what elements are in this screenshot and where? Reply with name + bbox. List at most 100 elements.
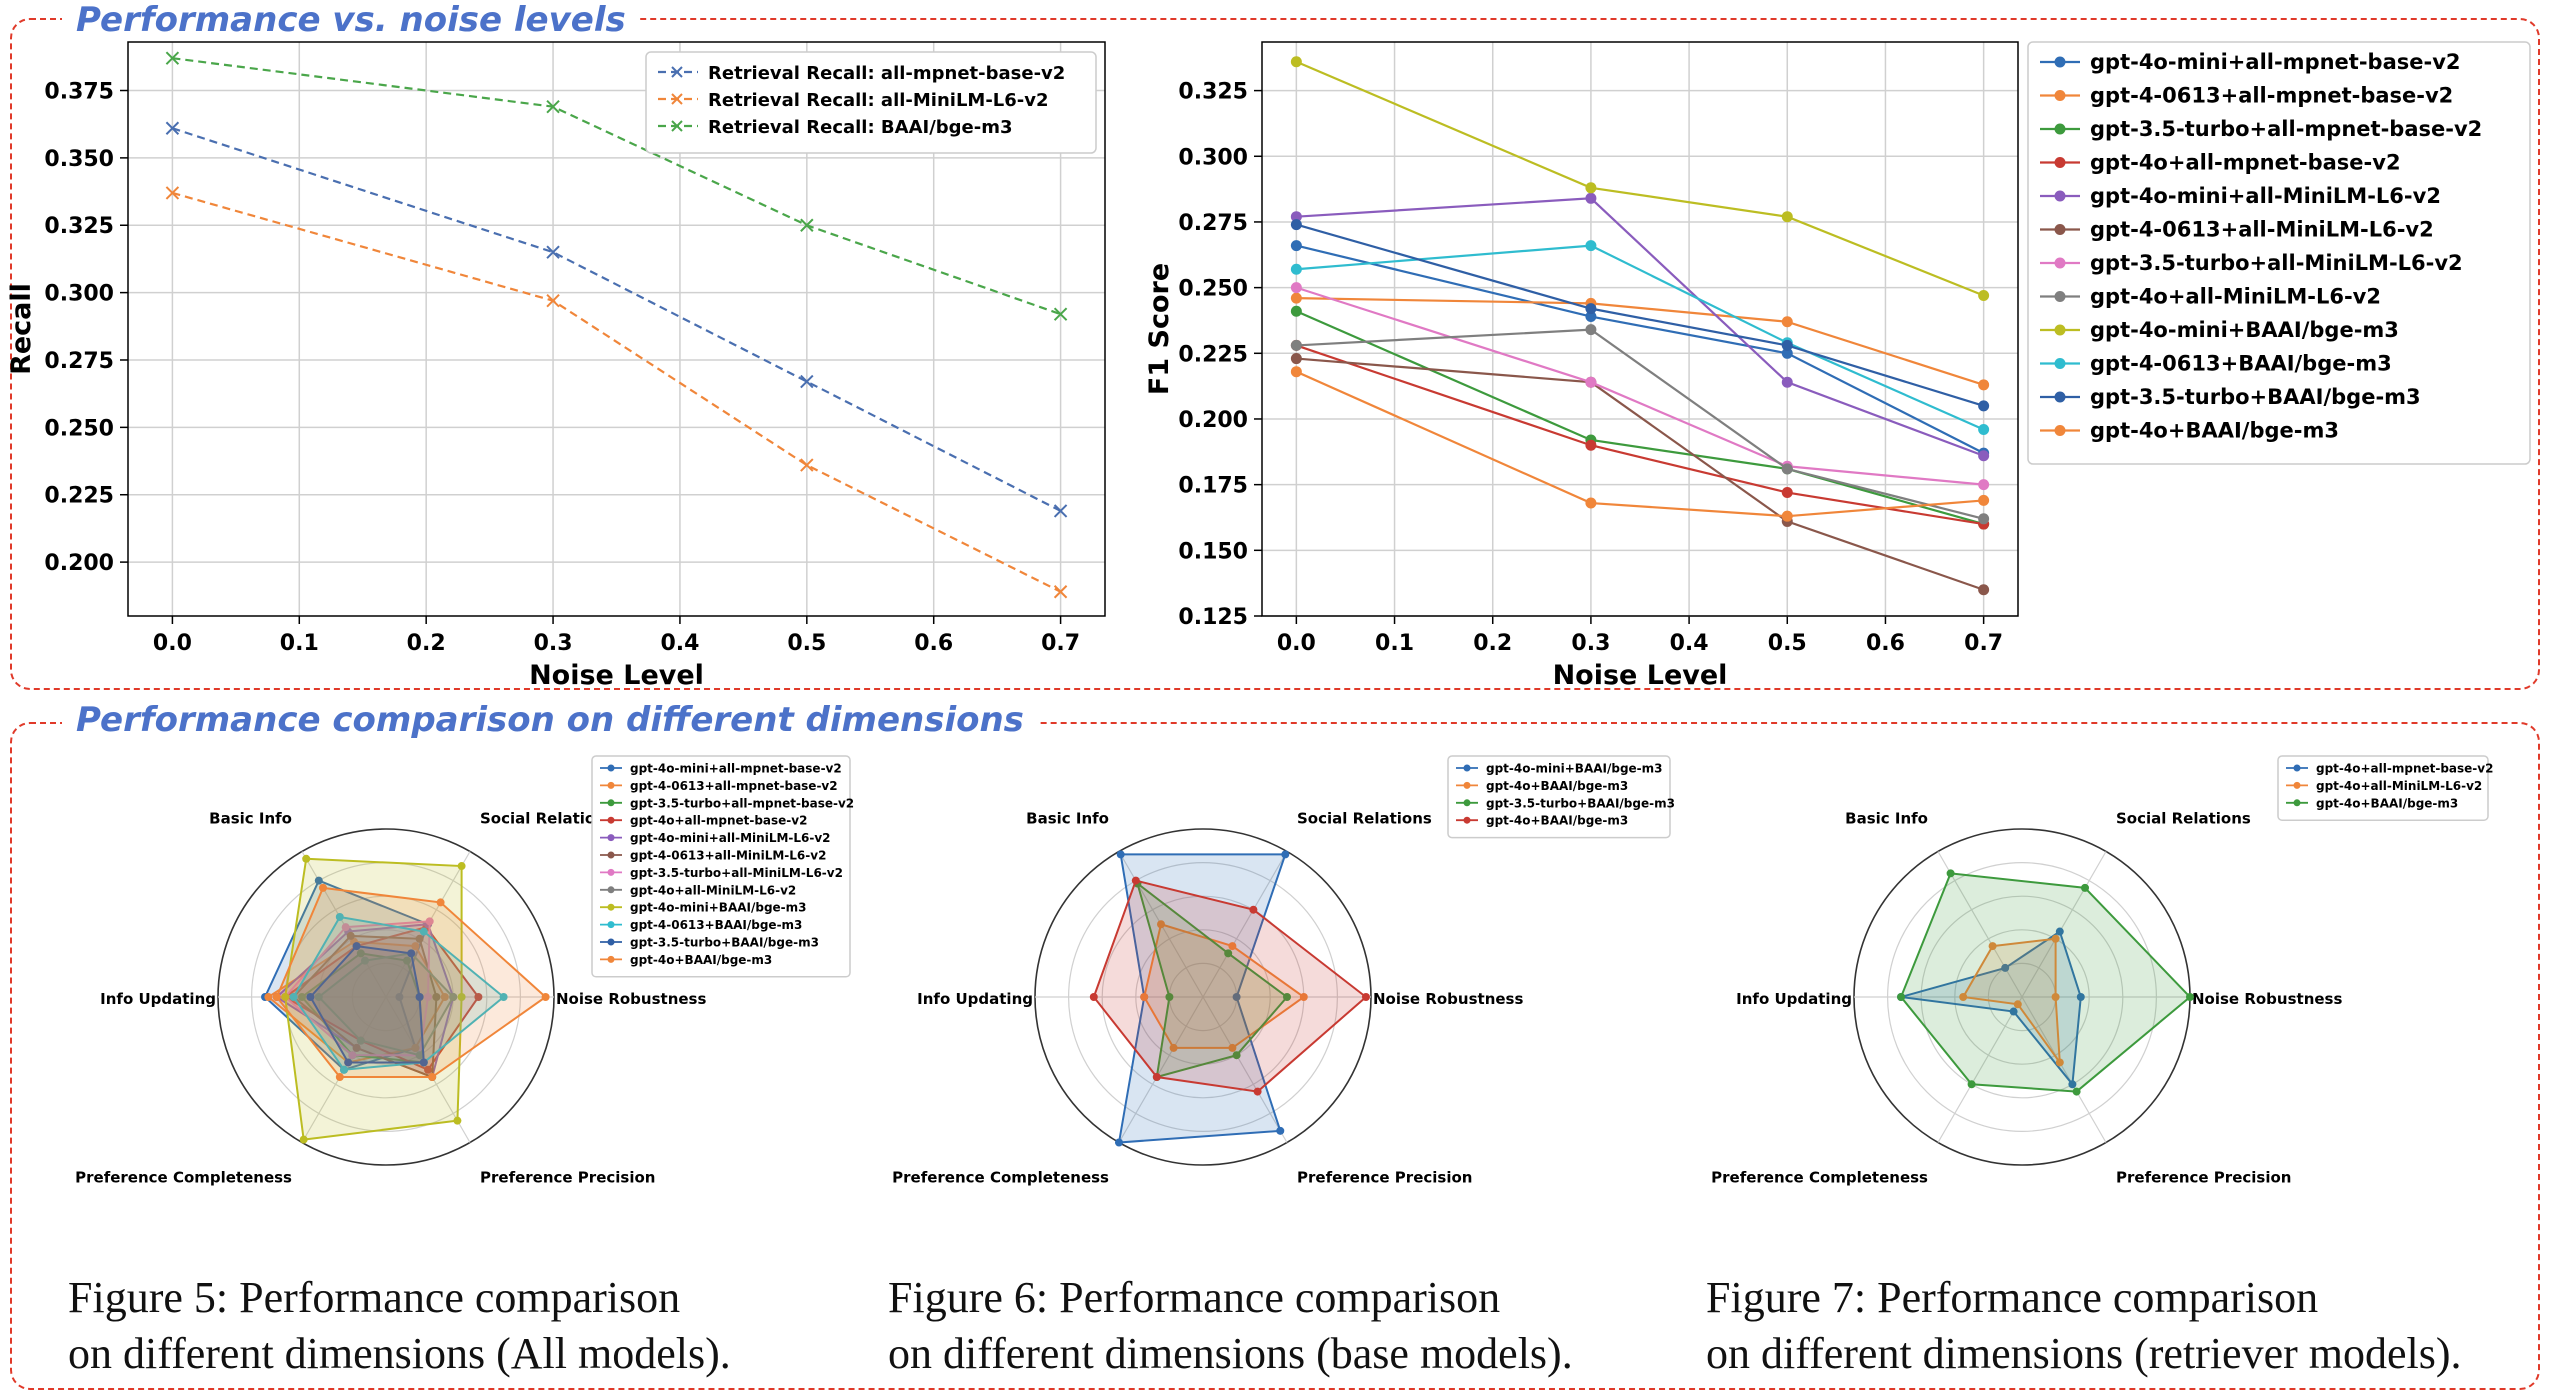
f1-legend-marker-11 — [2054, 425, 2066, 436]
radar-base-legend-label-0: gpt-4o-mini+BAAI/bge-m3 — [1486, 762, 1663, 776]
f1-point-7-1 — [1585, 324, 1597, 336]
f1-xtick-label-6: 0.6 — [1866, 631, 1905, 656]
recall-xtick-label-0: 0.0 — [153, 631, 192, 656]
radar-all-legend-label-4: gpt-4o-mini+all-MiniLM-L6-v2 — [630, 831, 831, 845]
recall-point-1-3 — [1053, 585, 1068, 599]
radar-retriever-axis-label-3: Preference Precision — [2116, 1168, 2291, 1186]
f1-point-1-0 — [1290, 292, 1302, 304]
radar-base-point-2-1 — [1224, 949, 1233, 958]
radar-base-spoke — [1118, 996, 1204, 1143]
f1-point-6-3 — [1978, 479, 1990, 491]
radar-all-legend-label-7: gpt-4o+all-MiniLM-L6-v2 — [630, 883, 796, 897]
radar-base-legend-marker-3 — [1463, 816, 1471, 824]
radar-retriever-point-2-1 — [2081, 883, 2089, 892]
f1-point-3-1 — [1585, 439, 1597, 451]
f1-xtick-label-4: 0.4 — [1670, 631, 1709, 656]
radar-base-point-3-3 — [1253, 1087, 1262, 1096]
f1-point-0-1 — [1585, 311, 1597, 323]
f1-legend-marker-6 — [2054, 257, 2066, 269]
recall-xtick-label-6: 0.6 — [914, 631, 953, 656]
noise-section-title: Performance vs. noise levels — [62, 0, 640, 40]
radar-retriever-axis-label-0: Basic Info — [1845, 810, 1928, 828]
recall-point-2-0 — [165, 51, 180, 65]
radar-retriever-legend-box — [2277, 755, 2489, 821]
f1-legend-label-9: gpt-4-0613+BAAI/bge-m3 — [2090, 352, 2392, 376]
recall-legend-label-0: Retrieval Recall: all-mpnet-base-v2 — [708, 63, 1065, 84]
radar-base-point-0-2 — [1232, 993, 1241, 1001]
figure6-caption: Figure 6: Performance comparison on diff… — [888, 1270, 1573, 1382]
f1-series-line-7 — [1296, 328, 1984, 520]
radar-base-axis-label-5: Info Updating — [917, 990, 1033, 1008]
radar-all-point-8-3 — [453, 1116, 462, 1125]
f1-legend-marker-10 — [2054, 391, 2066, 403]
recall-legend-marker-1 — [671, 93, 683, 105]
f1-point-4-3 — [1978, 450, 1990, 462]
noise-section-frame — [10, 18, 2540, 690]
f1-point-10-0 — [1290, 219, 1302, 231]
recall-legend-marker-0 — [671, 66, 683, 78]
radar-retriever-legend-label-2: gpt-4o+BAAI/bge-m3 — [2316, 796, 2458, 810]
recall-point-1-2 — [800, 458, 814, 472]
f1-point-1-3 — [1978, 379, 1990, 391]
radar-base-legend-box — [1447, 755, 1671, 839]
f1-point-8-2 — [1781, 211, 1793, 223]
radar-retriever-point-0-0 — [2001, 963, 2010, 972]
radar-base-point-3-4 — [1152, 1073, 1161, 1082]
f1-point-10-1 — [1585, 303, 1597, 315]
f1-series-line-11 — [1295, 370, 1984, 518]
f1-series-line-3 — [1296, 344, 1984, 526]
f1-legend-marker-4 — [2054, 190, 2066, 202]
f1-point-9-0 — [1290, 263, 1302, 275]
radar-all-legend-marker-6 — [607, 868, 615, 876]
f1-legend-marker-0 — [2054, 56, 2066, 68]
radar-base-legend-label-3: gpt-4o+BAAI/bge-m3 — [1486, 814, 1628, 828]
radar-all-legend-marker-9 — [607, 921, 615, 929]
radar-retriever-chart: Basic Info Social Relations Noise Robustne… — [1711, 755, 2493, 1186]
f1-point-7-3 — [1978, 513, 1990, 525]
radar-base-point-0-4 — [1115, 1138, 1123, 1147]
f1-xtick-label-1: 0.1 — [1375, 631, 1414, 656]
recall-legend-marker-2 — [671, 120, 683, 132]
radar-all-point-2-5 — [298, 993, 306, 1001]
radar-retriever-point-2-3 — [2072, 1087, 2081, 1096]
radar-base-axis-label-1: Social Relations — [1297, 810, 1432, 828]
figure7-caption-line2: on different dimensions (retriever model… — [1706, 1329, 2462, 1378]
radar-all-point-5-1 — [415, 934, 424, 943]
f1-ylabel: F1 Score — [1144, 263, 1175, 395]
radar-all-point-9-5 — [289, 993, 298, 1001]
f1-point-6-0 — [1290, 282, 1302, 294]
radar-retriever-point-1-3 — [2055, 1058, 2064, 1067]
radar-retriever-legend-marker-1 — [2293, 781, 2301, 789]
radar-all-point-10-4 — [344, 1058, 353, 1067]
f1-ytick-label-2: 0.175 — [1178, 474, 1248, 499]
radar-retriever-point-2-4 — [1967, 1080, 1976, 1089]
radar-all-legend-marker-2 — [607, 799, 615, 807]
radar-all-legend-marker-11 — [607, 955, 615, 963]
radar-all-series-area-11 — [275, 886, 548, 1079]
radar-base-point-3-2 — [1361, 993, 1370, 1001]
radar-all-axis-label-3: Preference Precision — [480, 1168, 655, 1186]
radar-all-point-11-2 — [541, 993, 550, 1001]
recall-xtick-label-5: 0.5 — [787, 631, 826, 656]
radar-all-axis-label-5: Info Updating — [100, 990, 216, 1008]
radar-all-legend-marker-5 — [607, 851, 615, 859]
radar-retriever-point-1-1 — [2051, 934, 2060, 943]
radar-all-point-10-5 — [306, 993, 315, 1001]
radar-base-axis-label-4: Preference Completeness — [892, 1168, 1109, 1186]
recall-point-2-2 — [800, 218, 814, 232]
f1-series-line-9 — [1296, 244, 1985, 431]
radar-retriever-legend-label-1: gpt-4o+all-MiniLM-L6-v2 — [2316, 779, 2482, 793]
radar-base-spoke — [1202, 996, 1288, 1143]
f1-series-line-4 — [1296, 197, 1985, 457]
figure6-caption-line1: Figure 6: Performance comparison — [888, 1273, 1501, 1322]
f1-plot-frame — [1261, 41, 2019, 617]
f1-point-7-2 — [1781, 463, 1793, 475]
radar-all-point-8-0 — [302, 854, 311, 863]
dimension-section-frame — [10, 722, 2540, 1390]
radar-all-point-5-2 — [432, 993, 441, 1001]
recall-point-2-1 — [546, 99, 560, 114]
radar-all-point-2-0 — [356, 949, 365, 958]
f1-point-8-3 — [1978, 290, 1990, 302]
f1-point-1-2 — [1781, 316, 1793, 328]
